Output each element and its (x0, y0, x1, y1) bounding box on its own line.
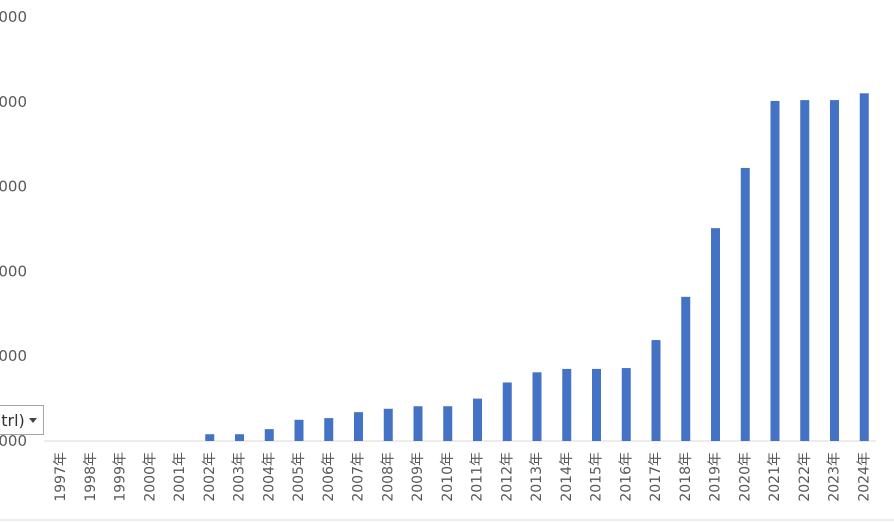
bar (592, 368, 601, 441)
x-tick-label: 1997年 (53, 452, 69, 502)
x-tick-label: 2001年 (172, 452, 188, 502)
x-tick-label: 2014年 (559, 452, 575, 502)
y-axis-ticks: 000 000 000 000 000 000 (0, 8, 27, 450)
x-tick-label: 2017年 (648, 452, 664, 502)
x-tick-label: 2002年 (202, 452, 218, 502)
x-tick-label: 2011年 (470, 452, 486, 502)
bar (264, 429, 274, 441)
y-tick-label: 000 (0, 93, 27, 111)
paste-options-label: (trl) (0, 410, 25, 430)
x-tick-label: 2013年 (529, 452, 545, 502)
bar (621, 368, 631, 441)
bar (413, 406, 423, 441)
y-tick-label: 000 (0, 178, 27, 196)
x-axis-ticks: 1997年 1998年 1999年 2000年 2001年 2002年 2003年 2004年… (53, 452, 872, 502)
bar (443, 406, 453, 441)
bar (800, 100, 810, 441)
x-tick-label: 2022年 (797, 452, 813, 502)
x-tick-label: 2005年 (291, 452, 307, 502)
x-tick-label: 1998年 (83, 452, 99, 502)
x-tick-label: 2018年 (678, 452, 694, 502)
x-tick-label: 2015年 (589, 452, 605, 502)
bar (651, 340, 661, 441)
x-tick-label: 2004年 (261, 452, 277, 502)
chevron-down-icon (28, 417, 37, 423)
x-tick-label: 2010年 (440, 452, 456, 502)
x-tick-label: 2007年 (351, 452, 367, 502)
paste-options-button[interactable]: (trl) (0, 405, 44, 435)
bar (532, 372, 542, 441)
x-tick-label: 2023年 (827, 452, 843, 502)
x-tick-label: 2020年 (737, 452, 753, 502)
bar (205, 434, 215, 441)
x-tick-label: 2019年 (708, 452, 724, 502)
bar (681, 296, 691, 441)
bar (502, 382, 512, 441)
x-tick-label: 2006年 (321, 452, 337, 502)
bar (740, 167, 750, 441)
x-tick-label: 2000年 (142, 452, 158, 502)
bars (205, 93, 869, 442)
bar (830, 100, 839, 441)
bar (294, 419, 304, 441)
bar (770, 100, 780, 442)
bar (383, 408, 393, 441)
x-tick-label: 2012年 (499, 452, 515, 502)
x-tick-label: 2003年 (232, 452, 248, 502)
bar (562, 368, 572, 441)
y-tick-label: 000 (0, 262, 27, 280)
x-tick-label: 2024年 (856, 452, 872, 502)
bar (711, 228, 720, 441)
bar (473, 398, 482, 441)
bar (235, 434, 244, 441)
x-tick-label: 2008年 (380, 452, 396, 502)
bar (859, 93, 869, 441)
y-tick-label: 000 (0, 432, 27, 450)
y-tick-label: 000 (0, 8, 27, 26)
x-tick-label: 1999年 (113, 452, 129, 502)
x-tick-label: 2009年 (410, 452, 426, 502)
bar (354, 412, 363, 441)
x-tick-label: 2021年 (767, 452, 783, 502)
bar (324, 418, 334, 441)
x-tick-label: 2016年 (618, 452, 634, 502)
y-tick-label: 000 (0, 347, 27, 365)
